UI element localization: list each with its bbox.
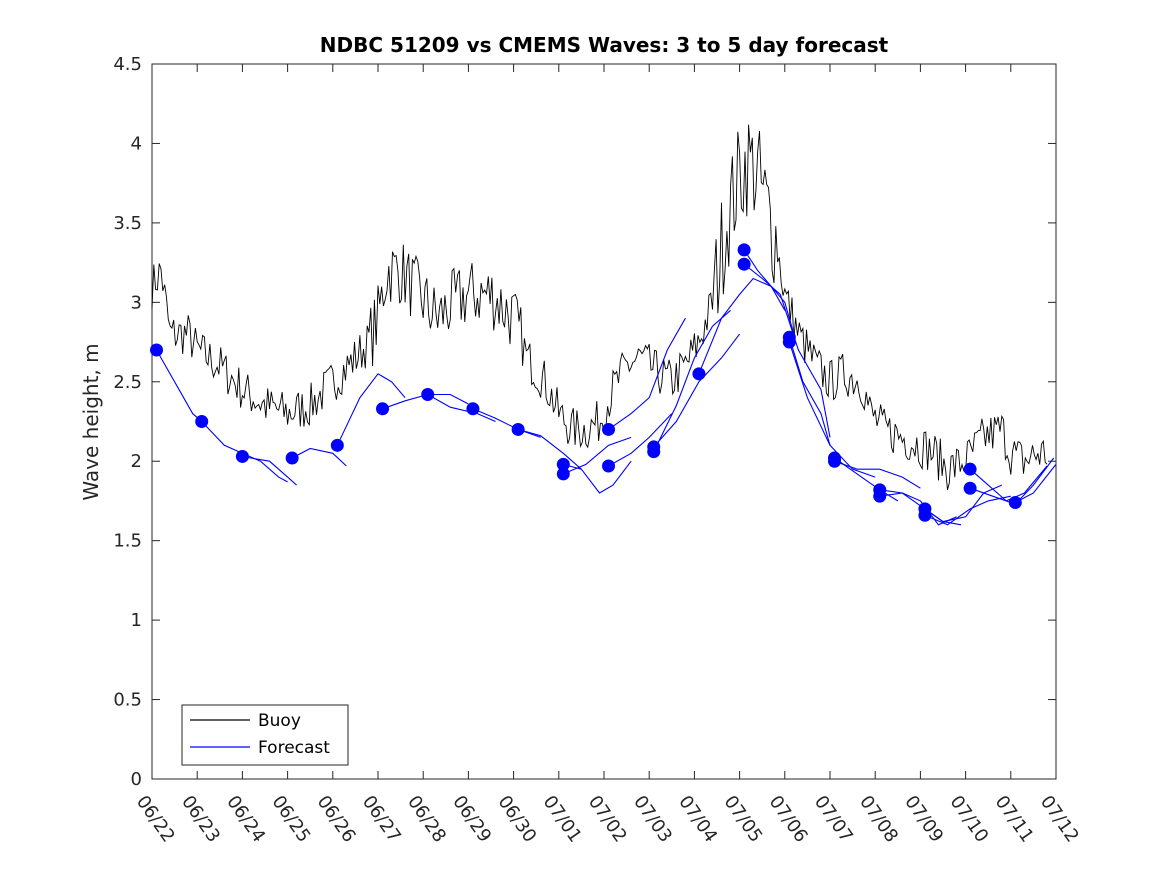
buoy-series-line xyxy=(151,124,1048,491)
forecast-start-point xyxy=(737,243,751,257)
forecast-series-line xyxy=(924,495,1011,526)
forecast-series-line xyxy=(1015,464,1057,503)
x-tick-label: 06/28 xyxy=(403,792,450,847)
forecast-start-point xyxy=(692,367,706,381)
forecast-start-point xyxy=(602,422,616,436)
x-tick-label: 07/12 xyxy=(1036,792,1083,847)
y-axis-label: Wave height, m xyxy=(79,343,103,500)
forecast-series-line xyxy=(472,408,541,438)
x-tick-label: 06/24 xyxy=(222,792,269,847)
forecast-series-line xyxy=(653,309,731,452)
y-tick-label: 4.5 xyxy=(113,54,142,75)
x-tick-label: 06/25 xyxy=(268,792,315,847)
forecast-start-point xyxy=(330,438,344,452)
forecast-start-point xyxy=(647,440,661,454)
x-tick-label: 06/22 xyxy=(132,792,179,847)
forecast-series-line xyxy=(242,455,297,486)
x-tick-label: 06/29 xyxy=(448,792,495,847)
forecast-start-point xyxy=(602,459,616,473)
y-tick-label: 2.5 xyxy=(113,372,142,393)
forecast-start-point xyxy=(963,462,977,476)
forecast-series-line xyxy=(834,460,921,489)
x-tick-label: 06/26 xyxy=(313,792,360,847)
y-tick-label: 0.5 xyxy=(113,690,142,711)
axes-box xyxy=(151,63,1057,780)
plot-area: 0 0.5 1 1.5 2 2.5 3 3.5 4 4.5 06/2206/2306/2406/25… xyxy=(113,54,1083,846)
y-tick-label: 0 xyxy=(131,769,142,790)
x-tick-label: 07/11 xyxy=(991,792,1038,847)
legend-box xyxy=(181,704,349,766)
forecast-series-line xyxy=(336,373,406,446)
forecast-series-line xyxy=(563,460,632,494)
forecast-series-line xyxy=(653,333,741,448)
x-tick-label: 07/05 xyxy=(720,792,767,847)
forecast-series-line xyxy=(608,413,673,467)
x-tick-label: 07/10 xyxy=(946,792,993,847)
x-tick-label: 07/01 xyxy=(539,792,586,847)
forecast-series-line xyxy=(788,341,876,478)
forecast-start-point xyxy=(150,343,164,357)
y-tick-label: 4 xyxy=(131,133,142,154)
forecast-series-line xyxy=(788,337,831,446)
forecast-series-line xyxy=(563,436,632,475)
forecast-start-point xyxy=(466,402,480,416)
x-tick-label: 07/04 xyxy=(674,792,721,847)
forecast-series-line xyxy=(517,428,582,470)
forecast-series-line xyxy=(743,263,831,438)
forecast-start-point xyxy=(963,481,977,495)
forecast-start-point xyxy=(376,402,390,416)
forecast-start-point xyxy=(873,489,887,503)
forecast-start-point xyxy=(828,454,842,468)
x-tick-label: 07/03 xyxy=(629,792,676,847)
forecast-start-point xyxy=(421,387,435,401)
legend-label-buoy: Buoy xyxy=(258,711,301,731)
x-tick-label: 06/23 xyxy=(177,792,224,847)
chart-title: NDBC 51209 vs CMEMS Waves: 3 to 5 day fo… xyxy=(320,33,889,57)
x-tick-label: 06/30 xyxy=(494,792,541,847)
forecast-series-line xyxy=(924,484,1003,523)
x-tick-label: 07/09 xyxy=(900,792,947,847)
forecast-series-line xyxy=(698,277,786,375)
forecast-start-point xyxy=(285,451,299,465)
forecast-series-line xyxy=(291,447,347,467)
x-tick-label: 07/06 xyxy=(765,792,812,847)
y-tick-label: 3.5 xyxy=(113,213,142,234)
forecast-start-point xyxy=(556,457,570,471)
forecast-start-point xyxy=(1008,496,1022,510)
forecast-series-line xyxy=(201,421,288,483)
x-tick-label: 07/02 xyxy=(584,792,631,847)
forecast-start-point xyxy=(235,449,249,463)
legend-label-forecast: Forecast xyxy=(258,738,330,758)
forecast-start-point xyxy=(556,467,570,481)
forecast-series-line xyxy=(608,317,686,430)
y-tick-label: 1.5 xyxy=(113,531,142,552)
forecast-start-point xyxy=(782,335,796,349)
forecast-start-point xyxy=(511,422,525,436)
forecast-start-point xyxy=(918,508,932,522)
forecast-series-line xyxy=(879,492,957,526)
y-tick-label: 1 xyxy=(131,610,142,631)
forecast-start-point xyxy=(195,415,209,428)
x-tick-label: 07/08 xyxy=(855,792,902,847)
legend: Buoy Forecast xyxy=(181,704,349,766)
y-tick-label: 3 xyxy=(131,292,142,313)
forecast-series-line xyxy=(427,394,496,423)
forecast-start-point xyxy=(737,257,751,271)
x-tick-label: 07/07 xyxy=(810,792,857,847)
y-tick-label: 2 xyxy=(131,451,142,472)
x-tick-label: 06/27 xyxy=(358,792,405,847)
